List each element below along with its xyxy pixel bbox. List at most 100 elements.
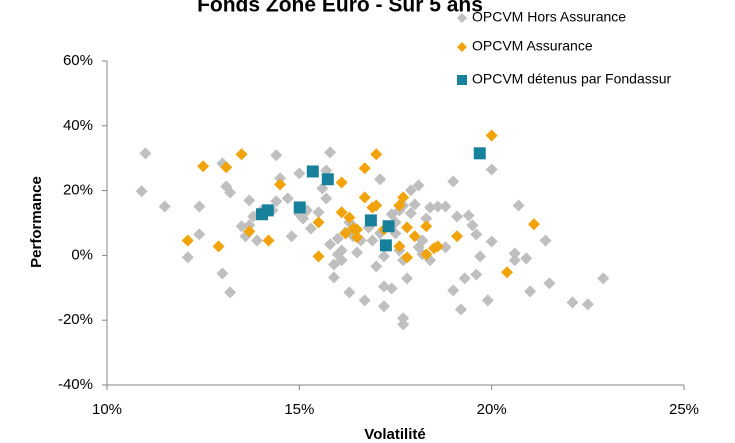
point — [401, 251, 414, 264]
point — [270, 149, 283, 162]
point — [543, 277, 556, 290]
point — [351, 231, 364, 244]
point — [379, 239, 392, 252]
point — [451, 210, 464, 223]
point — [343, 211, 356, 224]
y-tick-label: -20% — [58, 311, 93, 328]
point — [370, 148, 383, 161]
point — [335, 206, 348, 219]
legend-marker — [457, 75, 467, 85]
point — [458, 272, 471, 285]
point — [408, 198, 421, 211]
point — [306, 165, 319, 178]
point — [512, 199, 525, 212]
point — [243, 225, 256, 238]
point — [281, 192, 294, 205]
point — [420, 212, 433, 225]
point — [335, 254, 348, 267]
point — [374, 173, 387, 186]
point — [220, 161, 233, 174]
point — [235, 148, 248, 161]
point — [243, 219, 256, 232]
point — [451, 230, 464, 243]
point — [508, 247, 521, 260]
y-axis-label: Performance — [28, 176, 45, 268]
point — [364, 214, 377, 227]
point — [485, 163, 498, 176]
point — [321, 173, 334, 186]
point — [393, 199, 406, 212]
point — [335, 244, 348, 257]
point — [358, 191, 371, 204]
point — [366, 234, 379, 247]
point — [404, 207, 417, 220]
point — [439, 241, 452, 254]
y-tick-label: 0% — [71, 246, 93, 263]
point — [370, 199, 383, 212]
point — [439, 200, 452, 213]
point — [501, 266, 514, 279]
point — [431, 240, 444, 253]
point — [370, 260, 383, 273]
point — [401, 272, 414, 285]
point — [312, 206, 325, 219]
x-tick-label: 15% — [284, 401, 314, 418]
y-tick-label: -40% — [58, 376, 93, 393]
point — [420, 248, 433, 261]
legend-marker — [457, 42, 467, 52]
point — [397, 318, 410, 331]
point — [393, 240, 406, 253]
point — [224, 186, 237, 199]
y-tick-label: 40% — [63, 117, 93, 134]
point — [485, 235, 498, 248]
point — [335, 176, 348, 189]
point — [181, 251, 194, 264]
x-tick-label: 10% — [92, 401, 122, 418]
point — [135, 185, 148, 198]
point — [404, 184, 417, 197]
point — [212, 240, 225, 253]
point — [316, 182, 329, 195]
point — [470, 268, 483, 281]
point — [139, 147, 152, 160]
point — [193, 200, 206, 213]
point — [597, 272, 610, 285]
point — [473, 147, 486, 160]
point — [181, 234, 194, 247]
point — [331, 232, 344, 245]
point — [324, 238, 337, 251]
point — [377, 250, 390, 263]
x-axis-label: Volatilité — [364, 426, 425, 443]
point — [412, 179, 425, 192]
point — [527, 218, 540, 231]
point — [312, 216, 325, 229]
point — [481, 294, 494, 307]
y-tick-label: 20% — [63, 182, 93, 199]
point — [581, 298, 594, 311]
point — [408, 230, 421, 243]
point — [339, 227, 352, 240]
point — [470, 228, 483, 241]
x-tick-label: 25% — [669, 401, 699, 418]
point — [454, 303, 467, 316]
legend-label: OPCVM Assurance — [472, 38, 593, 54]
point — [274, 172, 287, 185]
point — [193, 228, 206, 241]
point — [274, 178, 287, 191]
point — [261, 204, 274, 217]
point — [382, 220, 395, 233]
point — [216, 267, 229, 280]
point — [251, 234, 264, 247]
point — [270, 195, 283, 208]
point — [358, 294, 371, 307]
point — [262, 234, 275, 247]
point — [243, 194, 256, 207]
point — [224, 286, 237, 299]
point — [447, 284, 460, 297]
point — [347, 222, 360, 235]
point — [424, 201, 437, 214]
point — [420, 220, 433, 233]
point — [327, 271, 340, 284]
point — [320, 192, 333, 205]
